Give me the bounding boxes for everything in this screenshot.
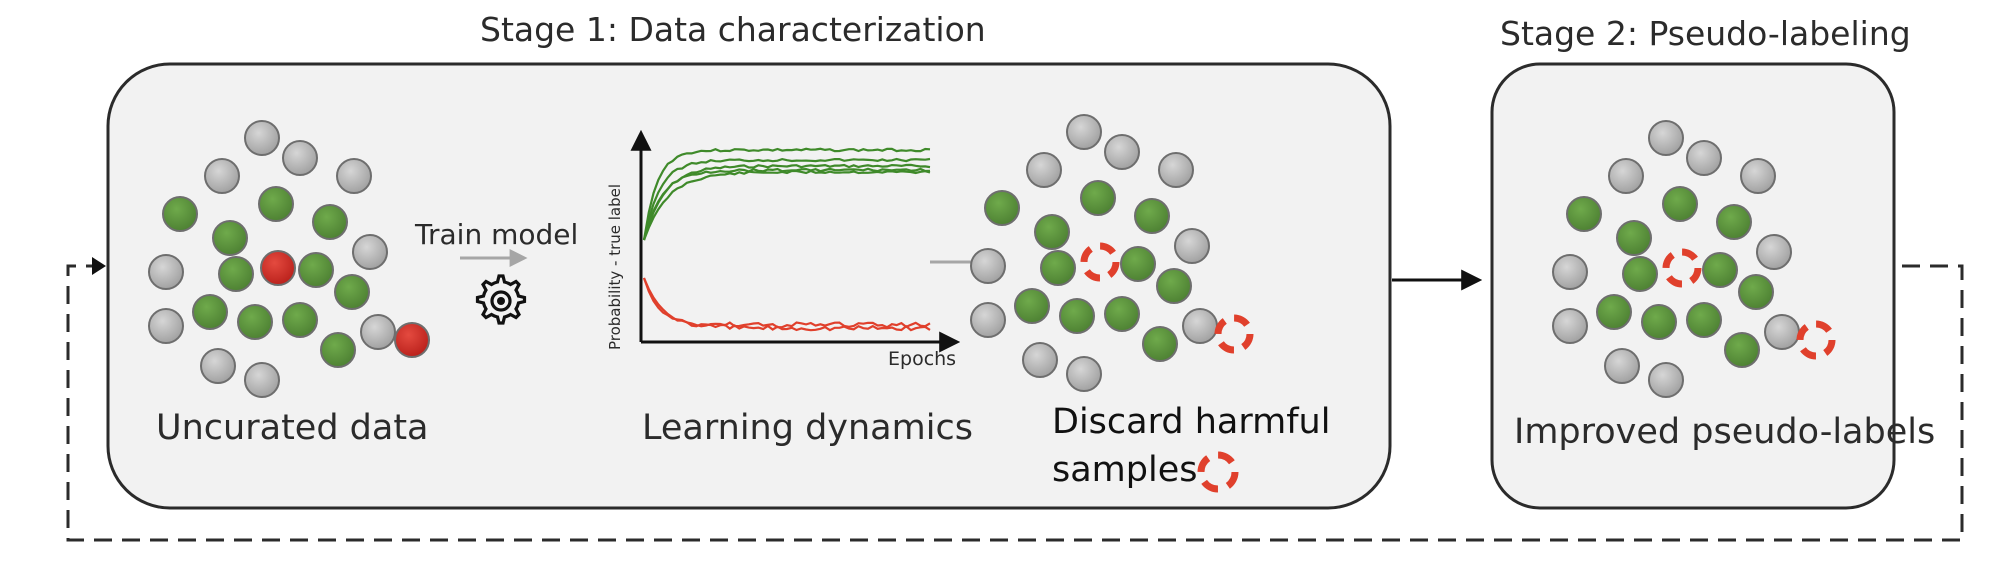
train-model-label: Train model [415,218,579,251]
green-sample [312,204,348,240]
green-sample [212,220,248,256]
green-sample [192,294,228,330]
green-sample [1662,186,1698,222]
plot-y-label: Probability - true label [606,183,624,351]
gray-sample [1608,158,1644,194]
green-sample [258,186,294,222]
gray-sample [1756,234,1792,270]
discard-legend-ring-icon [1197,451,1239,493]
gray-sample [200,348,236,384]
green-sample [218,256,254,292]
gray-sample [1026,152,1062,188]
green-sample [1134,198,1170,234]
gray-sample [1740,158,1776,194]
discard-legend-ring-icon [1197,451,1239,493]
red-curve [642,277,931,329]
green-sample [162,196,198,232]
plot-x-label: Epochs [888,348,957,370]
uncurated-caption: Uncurated data [156,408,429,448]
stage2-panel [1490,62,1896,510]
green-sample [1142,326,1178,362]
stage1-panel [106,62,1392,510]
gray-sample [1648,120,1684,156]
green-sample [1566,196,1602,232]
red-sample [394,322,430,358]
discard-ring-icon [1080,242,1120,282]
green-sample [298,252,334,288]
green-sample [320,332,356,368]
green-sample [1641,304,1677,340]
dashed-loop-arrow-icon [66,264,1964,542]
gray-sample [1648,362,1684,398]
discard-ring-icon [1796,320,1836,360]
gray-sample [352,234,388,270]
gray-sample [970,248,1006,284]
green-sample [1156,268,1192,304]
gray-sample [336,158,372,194]
green-curve [642,167,931,241]
gray-sample [1104,134,1140,170]
green-sample [1738,274,1774,310]
gray-sample [148,308,184,344]
gray-sample [1182,308,1218,344]
green-sample [1702,252,1738,288]
dashed-loop-arrowhead [92,257,106,275]
green-sample [1724,332,1760,368]
stage1-title: Stage 1: Data characterization [480,10,986,49]
green-sample [1104,296,1140,332]
green-curve [642,157,931,241]
improved-samples [1552,120,1836,398]
green-sample [334,274,370,310]
gray-sample [1552,308,1588,344]
gray-sample [360,314,396,350]
green-sample [1034,214,1070,250]
discard-ring-icon [1214,314,1254,354]
gear-icon [475,274,527,325]
gray-sample [1066,114,1102,150]
green-sample [237,304,273,340]
stage2-title: Stage 2: Pseudo-labeling [1500,14,1911,53]
improved-caption: Improved pseudo-labels [1514,412,1936,452]
learning-dynamics-plot [630,129,961,353]
green-curve [642,163,931,241]
gray-sample [1022,342,1058,378]
discard-ring-icon [1662,248,1702,288]
green-sample [1716,204,1752,240]
discard-caption-line2: samples [1052,450,1198,490]
green-curve [642,147,931,241]
green-sample [1014,288,1050,324]
learning-dynamics-caption: Learning dynamics [642,408,973,448]
gray-sample [244,362,280,398]
gray-sample [282,140,318,176]
green-sample [1040,250,1076,286]
red-curve [642,277,931,332]
gray-sample [204,158,240,194]
green-curve [642,169,931,241]
uncurated-samples [148,120,430,398]
gray-sample [148,254,184,290]
green-sample [1059,298,1095,334]
discard-samples [970,114,1254,392]
green-sample [1080,180,1116,216]
green-sample [1596,294,1632,330]
gray-sample [1764,314,1800,350]
gray-sample [970,302,1006,338]
green-sample [984,190,1020,226]
green-sample [1622,256,1658,292]
green-sample [282,302,318,338]
green-sample [1616,220,1652,256]
gray-sample [1552,254,1588,290]
gray-sample [1174,228,1210,264]
discard-caption-line1: Discard harmful [1052,402,1331,442]
green-sample [1120,246,1156,282]
red-sample [260,250,296,286]
gray-sample [244,120,280,156]
gray-sample [1158,152,1194,188]
green-sample [1686,302,1722,338]
gray-sample [1604,348,1640,384]
gray-sample [1686,140,1722,176]
gray-sample [1066,356,1102,392]
